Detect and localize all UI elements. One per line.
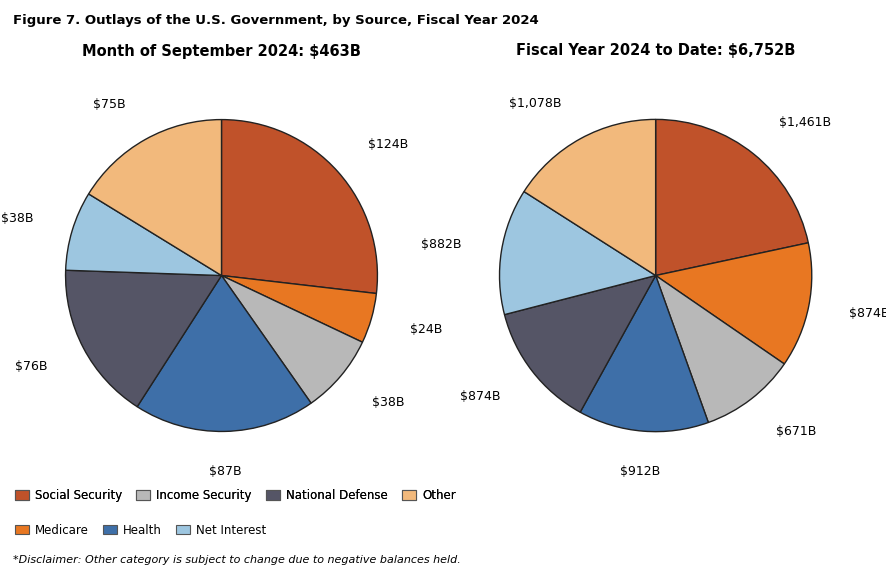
Wedge shape xyxy=(66,194,221,276)
Text: *Disclaimer: Other category is subject to change due to negative balances held.: *Disclaimer: Other category is subject t… xyxy=(13,556,461,565)
Wedge shape xyxy=(137,276,311,432)
Wedge shape xyxy=(580,276,708,432)
Text: $75B: $75B xyxy=(93,98,126,111)
Legend: Medicare, Health, Net Interest: Medicare, Health, Net Interest xyxy=(15,523,267,537)
Wedge shape xyxy=(524,119,656,276)
Wedge shape xyxy=(66,270,221,407)
Wedge shape xyxy=(500,192,656,315)
Title: Fiscal Year 2024 to Date: $6,752B: Fiscal Year 2024 to Date: $6,752B xyxy=(516,44,796,59)
Text: $38B: $38B xyxy=(1,212,34,226)
Wedge shape xyxy=(656,243,812,364)
Wedge shape xyxy=(222,276,362,403)
Text: $874B: $874B xyxy=(460,390,501,402)
Wedge shape xyxy=(89,119,222,276)
Text: $1,078B: $1,078B xyxy=(509,96,561,110)
Text: $874B: $874B xyxy=(849,307,886,320)
Text: $38B: $38B xyxy=(372,395,404,409)
Wedge shape xyxy=(222,119,377,293)
Text: $882B: $882B xyxy=(421,238,462,251)
Wedge shape xyxy=(656,276,784,422)
Text: $671B: $671B xyxy=(776,425,816,438)
Legend: Social Security, Income Security, National Defense, Other: Social Security, Income Security, Nation… xyxy=(15,489,455,502)
Text: $1,461B: $1,461B xyxy=(780,116,831,129)
Text: $87B: $87B xyxy=(209,466,242,479)
Text: $124B: $124B xyxy=(369,138,408,152)
Wedge shape xyxy=(656,119,808,276)
Text: $76B: $76B xyxy=(15,360,48,373)
Text: $24B: $24B xyxy=(410,323,443,336)
Title: Month of September 2024: $463B: Month of September 2024: $463B xyxy=(82,44,361,59)
Text: Figure 7. Outlays of the U.S. Government, by Source, Fiscal Year 2024: Figure 7. Outlays of the U.S. Government… xyxy=(13,14,539,28)
Wedge shape xyxy=(222,276,377,342)
Text: $912B: $912B xyxy=(620,465,660,478)
Wedge shape xyxy=(504,276,656,412)
